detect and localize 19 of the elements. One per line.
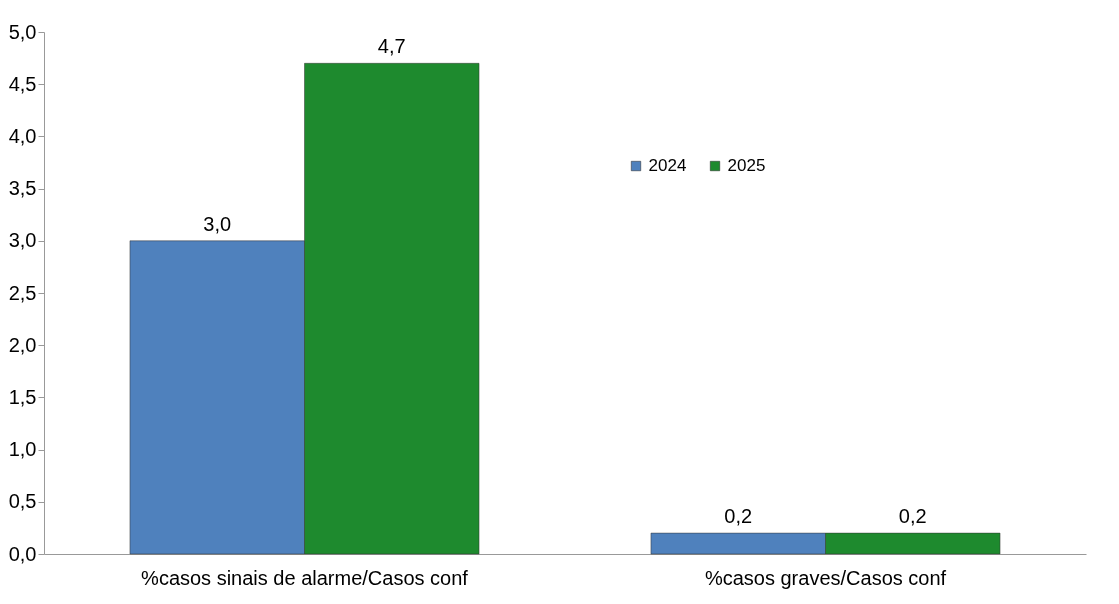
data-label: 3,0: [203, 212, 232, 235]
legend-label: 2025: [727, 156, 766, 176]
data-label: 0,2: [724, 505, 753, 528]
y-tick-label: 1,0: [8, 438, 37, 461]
y-tick-label: 4,5: [8, 72, 37, 95]
y-tick-label: 5,0: [8, 20, 37, 43]
y-tick-label: 3,5: [8, 177, 37, 200]
x-tick-label: %casos sinais de alarme/Casos conf: [141, 566, 469, 589]
legend-label: 2024: [648, 156, 687, 176]
data-label: 4,7: [377, 35, 406, 58]
y-tick-label: 2,5: [8, 281, 37, 304]
data-label: 0,2: [898, 505, 927, 528]
y-tick-label: 3,0: [8, 229, 37, 252]
x-tick-label: %casos graves/Casos conf: [704, 566, 947, 589]
y-tick-label: 2,0: [8, 333, 37, 356]
y-tick-label: 1,5: [8, 385, 37, 408]
y-tick-label: 4,0: [8, 124, 37, 147]
y-tick-label: 0,5: [8, 490, 37, 513]
y-tick-label: 0,0: [8, 542, 37, 565]
